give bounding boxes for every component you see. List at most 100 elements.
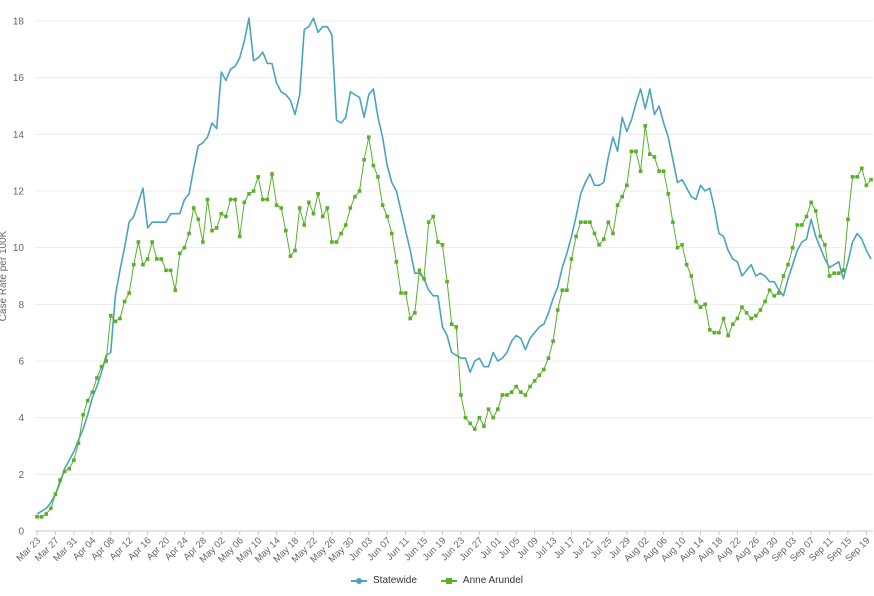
data-point [482, 424, 486, 428]
data-point [652, 155, 657, 159]
data-point [145, 257, 150, 261]
y-tick-label: 18 [13, 17, 25, 28]
data-point [320, 214, 325, 219]
data-point [523, 393, 528, 397]
data-point [233, 197, 237, 202]
data-point [795, 223, 800, 227]
data-point [168, 268, 173, 273]
data-point [141, 262, 145, 267]
data-point [624, 183, 629, 188]
data-point [694, 299, 698, 304]
data-point [555, 308, 560, 312]
data-point [394, 260, 399, 264]
data-point [288, 254, 293, 258]
data-point [744, 311, 749, 315]
data-point [62, 469, 67, 474]
data-point [597, 243, 601, 247]
legend-swatch-anne-arundel [440, 576, 457, 586]
data-point [666, 192, 671, 196]
data-point [601, 237, 606, 241]
data-point [316, 192, 320, 196]
data-point [611, 231, 615, 236]
data-point [436, 240, 440, 244]
data-point [108, 313, 113, 318]
data-point [574, 234, 578, 239]
data-point [472, 427, 477, 431]
legend-item-anne-arundel[interactable]: Anne Arundel [440, 575, 523, 586]
data-point [362, 158, 366, 162]
data-point [859, 166, 864, 171]
data-point [772, 294, 777, 298]
data-point [758, 308, 763, 312]
data-point [413, 311, 417, 315]
data-point [620, 194, 624, 199]
data-point [528, 384, 532, 389]
data-point [210, 228, 214, 233]
data-point [237, 234, 242, 239]
data-point [551, 339, 555, 343]
data-point [565, 288, 569, 292]
data-point [385, 214, 389, 219]
data-point [717, 330, 721, 335]
data-point [542, 367, 546, 372]
data-point [698, 305, 703, 309]
data-point [445, 279, 449, 284]
data-point [76, 441, 81, 445]
data-point [777, 291, 781, 295]
y-tick-label: 10 [13, 243, 25, 254]
data-point [422, 277, 426, 281]
data-point [408, 316, 413, 321]
data-point [864, 183, 869, 188]
data-point [173, 288, 178, 292]
y-axis-title: Case Rate per 100K [0, 230, 9, 321]
data-point [205, 197, 210, 202]
data-point [228, 197, 233, 202]
data-point [712, 330, 717, 335]
data-point [606, 220, 611, 224]
data-point [178, 251, 182, 256]
data-point [486, 407, 491, 411]
data-point [196, 217, 201, 222]
data-point [689, 274, 694, 278]
data-point [790, 245, 795, 250]
data-point [44, 512, 49, 516]
data-point [629, 149, 634, 154]
data-point [459, 393, 463, 397]
data-point [578, 220, 583, 224]
data-point [159, 257, 164, 261]
data-point [449, 322, 454, 326]
data-point [735, 316, 740, 321]
data-point [532, 379, 537, 383]
legend-label-anne-arundel: Anne Arundel [462, 575, 523, 586]
data-point [224, 214, 228, 219]
data-point [325, 206, 330, 210]
series-line [37, 125, 872, 518]
y-tick-label: 12 [13, 187, 25, 198]
data-point [454, 325, 459, 329]
y-gridlines [35, 20, 873, 532]
y-tick-label: 4 [18, 413, 24, 424]
data-point [81, 413, 85, 417]
data-point [242, 200, 247, 205]
data-point [155, 257, 159, 261]
data-point [638, 169, 643, 173]
data-point [615, 203, 620, 207]
data-point [468, 421, 472, 426]
data-point [389, 231, 394, 236]
data-point [813, 209, 818, 213]
data-point [500, 393, 505, 397]
legend-item-statewide[interactable]: Statewide [351, 575, 417, 586]
data-point [191, 206, 196, 210]
data-point [707, 328, 712, 332]
data-point [477, 415, 482, 420]
data-point [260, 197, 265, 202]
data-point [823, 243, 827, 247]
data-point [537, 373, 542, 377]
data-point [297, 206, 302, 210]
data-point [251, 189, 256, 193]
data-point [122, 299, 127, 304]
data-point [376, 175, 380, 179]
data-point [417, 268, 422, 273]
series-statewide [36, 17, 872, 515]
